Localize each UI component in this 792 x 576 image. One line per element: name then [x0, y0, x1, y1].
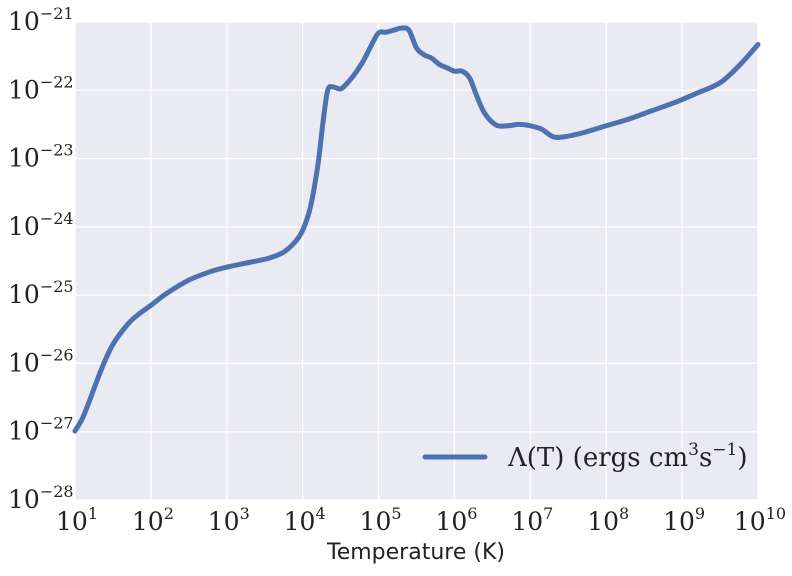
y-tick-label: 10−21 — [8, 4, 74, 36]
series-line-cooling-function — [72, 25, 761, 434]
x-tick-label: 103 — [208, 504, 250, 536]
legend-label: Λ(T) (ergs cm3s−1) — [507, 440, 748, 473]
y-tick-label: 10−22 — [8, 72, 74, 104]
y-tick-label: 10−27 — [8, 414, 74, 446]
x-axis-tick-labels: 101 102 103 104 105 106 107 108 109 1010 — [56, 504, 786, 536]
y-tick-label: 10−25 — [8, 277, 74, 309]
x-tick-label: 104 — [284, 504, 326, 536]
x-tick-label: 109 — [663, 504, 705, 536]
x-tick-label: 102 — [132, 504, 174, 536]
x-tick-label: 107 — [511, 504, 553, 536]
x-tick-label: 106 — [435, 504, 477, 536]
grid-lines — [74, 21, 759, 501]
x-tick-label: 105 — [360, 504, 402, 536]
legend: Λ(T) (ergs cm3s−1) — [422, 440, 748, 473]
plot-area — [75, 22, 758, 500]
y-tick-label: 10−28 — [8, 482, 74, 514]
x-tick-label: 1010 — [734, 504, 786, 536]
y-tick-label: 10−24 — [8, 209, 74, 241]
y-tick-label: 10−23 — [8, 141, 74, 173]
y-axis-tick-labels: 10−21 10−22 10−23 10−24 10−25 10−26 10−27 10−28 — [8, 4, 74, 514]
x-axis-label: Temperature (K) — [326, 540, 505, 565]
y-tick-label: 10−26 — [8, 345, 74, 377]
x-tick-label: 101 — [56, 504, 98, 536]
x-tick-label: 108 — [587, 504, 629, 536]
